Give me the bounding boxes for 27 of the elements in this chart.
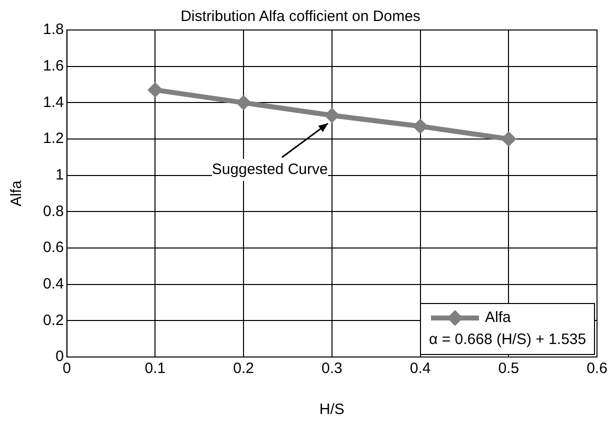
y-tick-label: 1.6 <box>42 57 64 74</box>
x-tick-label: 0.4 <box>410 360 431 378</box>
x-axis-title: H/S <box>319 401 344 418</box>
y-axis-title: Alfa <box>8 180 26 206</box>
x-tick-label: 0.5 <box>498 360 520 378</box>
y-tick-label: 1.2 <box>42 130 64 148</box>
y-tick-label: 0 <box>56 348 64 366</box>
x-tick-label: 0.6 <box>586 360 608 378</box>
annotation: α = 0.668 (H/S) + 1.535 <box>429 330 586 350</box>
y-tick-label: 1.4 <box>42 94 64 111</box>
y-tick-label: 0.4 <box>42 275 64 292</box>
point <box>412 118 428 134</box>
point <box>236 95 252 110</box>
y-tick-label: 0.8 <box>42 202 64 220</box>
y-tick-label: 0.6 <box>42 239 64 256</box>
y-tick-label: 1.8 <box>42 21 64 38</box>
y-tick-label: 1 <box>56 166 64 184</box>
x-tick-label: 0.3 <box>321 360 342 378</box>
point <box>148 82 163 98</box>
legend-label: Alfa <box>484 308 512 328</box>
annotation: Suggested Curve <box>212 159 328 182</box>
y-tick-label: 0.2 <box>42 312 64 329</box>
x-tick-label: 0.1 <box>144 360 166 378</box>
point <box>324 108 340 123</box>
x-tick-label: 0.2 <box>233 360 254 378</box>
chart-title: Distribution Alfa cofficient on Domes <box>180 8 420 26</box>
point <box>501 132 516 146</box>
